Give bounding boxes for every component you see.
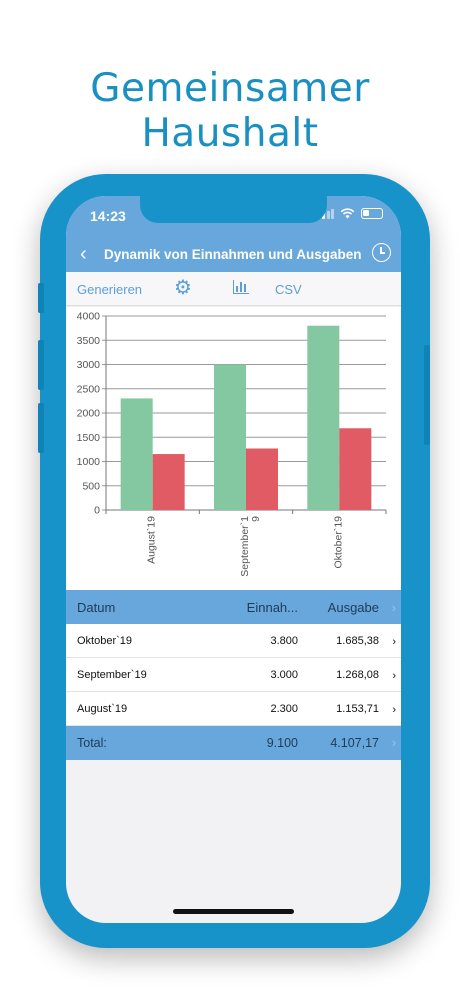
- bar-chart-svg: 0 500 1000 1500 2000 2500 3000 3500 4000 August`1…: [77, 311, 387, 577]
- bar: [120, 398, 153, 510]
- phone-silent-switch: [38, 283, 44, 313]
- phone-power-button: [424, 345, 430, 445]
- battery-icon: [361, 208, 383, 219]
- table-header: Datum Einnah... Ausgabe ›: [66, 590, 401, 624]
- row-expense: 1.685,38: [336, 635, 379, 647]
- x-tick-label: Oktober`19: [332, 516, 344, 569]
- x-tick-label-group: August`19: [146, 516, 158, 564]
- chevron-right-icon: ›: [391, 600, 396, 615]
- row-income: 3.800: [270, 635, 298, 647]
- summary-table: Datum Einnah... Ausgabe › Oktober`19 3.8…: [66, 590, 401, 760]
- toolbar: Generieren ⚙ CSV: [66, 272, 401, 306]
- bar: [307, 325, 340, 510]
- y-tick-label: 3500: [77, 335, 101, 347]
- phone-screen: 14:23 ‹ Dynamik von Einnahmen und Ausgab…: [66, 196, 401, 923]
- status-time: 14:23: [90, 208, 126, 224]
- y-tick-label: 1000: [77, 456, 101, 468]
- table-row[interactable]: September`19 3.000 1.268,08 ›: [66, 658, 401, 692]
- x-tick-label: August`19: [146, 516, 158, 564]
- total-income: 9.100: [266, 736, 298, 750]
- gear-icon[interactable]: ⚙: [174, 277, 192, 299]
- x-tick-label-group: September`1 9: [239, 516, 262, 577]
- total-label: Total:: [77, 736, 107, 750]
- y-tick-label: 1500: [77, 432, 101, 444]
- x-tick-label-group: Oktober`19: [332, 516, 344, 569]
- row-expense: 1.268,08: [336, 669, 379, 681]
- row-date: September`19: [77, 669, 147, 681]
- home-indicator: [173, 909, 294, 914]
- row-date: Oktober`19: [77, 635, 133, 647]
- y-tick-label: 2000: [77, 408, 101, 420]
- header-income[interactable]: Einnah...: [246, 600, 298, 615]
- table-row[interactable]: Oktober`19 3.800 1.685,38 ›: [66, 624, 401, 658]
- y-tick-label: 500: [82, 480, 100, 492]
- y-tick-label: 0: [94, 505, 100, 517]
- bar-chart: 0 500 1000 1500 2000 2500 3000 3500 4000 August`1…: [66, 307, 401, 590]
- generate-button[interactable]: Generieren: [77, 282, 143, 297]
- table-total-row[interactable]: Total: 9.100 4.107,17 ›: [66, 726, 401, 760]
- table-row[interactable]: August`19 2.300 1.153,71 ›: [66, 692, 401, 726]
- page-title: Dynamik von Einnahmen und Ausgaben: [104, 247, 362, 262]
- phone-volume-up: [38, 340, 44, 390]
- row-expense: 1.153,71: [336, 703, 379, 715]
- bar: [246, 448, 278, 510]
- chevron-right-icon: ›: [392, 636, 396, 648]
- row-income: 3.000: [270, 669, 298, 681]
- bar: [152, 454, 185, 510]
- row-date: August`19: [77, 703, 128, 715]
- phone-volume-down: [38, 403, 44, 453]
- x-tick-label: September`1: [239, 516, 251, 577]
- y-tick-label: 3000: [77, 359, 101, 371]
- bar-chart-icon[interactable]: [233, 280, 249, 294]
- chevron-right-icon: ›: [392, 670, 396, 682]
- phone-notch: [140, 196, 327, 223]
- chevron-right-icon: ›: [391, 736, 396, 750]
- bar: [339, 428, 372, 510]
- header-expense[interactable]: Ausgabe: [327, 600, 379, 615]
- y-tick-label: 2500: [77, 383, 101, 395]
- y-tick-label: 4000: [77, 311, 101, 323]
- status-icons: [317, 208, 383, 219]
- bar: [214, 364, 246, 510]
- row-income: 2.300: [270, 703, 298, 715]
- total-expense: 4.107,17: [330, 736, 379, 750]
- header-date[interactable]: Datum: [77, 600, 116, 615]
- promo-title: Gemeinsamer Haushalt: [90, 66, 370, 156]
- chevron-left-icon[interactable]: ‹: [80, 243, 87, 265]
- csv-button[interactable]: CSV: [275, 282, 302, 297]
- wifi-icon: [340, 208, 355, 219]
- nav-bar: ‹ Dynamik von Einnahmen und Ausgaben: [66, 238, 401, 272]
- x-tick-label: 9: [250, 516, 262, 522]
- chevron-right-icon: ›: [392, 704, 396, 716]
- clock-icon[interactable]: [372, 243, 391, 262]
